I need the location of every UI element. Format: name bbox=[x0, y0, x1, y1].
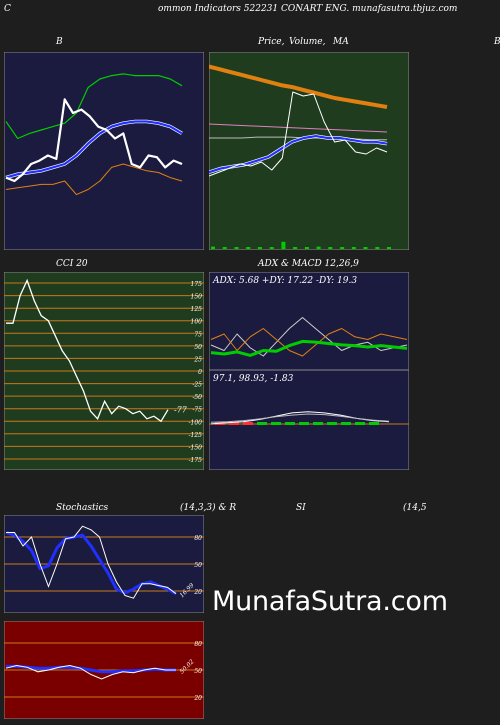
stoch-params: (14,3,3) & R bbox=[180, 503, 237, 513]
brand-watermark: MunafaSutra.com bbox=[212, 586, 448, 617]
cci-last-label: -77 bbox=[174, 406, 188, 415]
cci-tick-label: -25 bbox=[192, 382, 202, 389]
cci-tick-label: 25 bbox=[193, 356, 202, 363]
macd-hist-bar bbox=[243, 422, 253, 425]
volume-bar bbox=[304, 247, 309, 249]
price-panel bbox=[209, 52, 409, 250]
rsi-tick-label: 50 bbox=[194, 668, 202, 675]
cci-tick-label: 125 bbox=[191, 306, 203, 313]
macd-hist-bar bbox=[341, 422, 351, 425]
bb-chart bbox=[4, 52, 204, 250]
price-ma-gray-line bbox=[209, 136, 387, 141]
macd-hist-bar bbox=[257, 422, 267, 425]
rsi-title: SI bbox=[296, 503, 306, 513]
macd-hist-bar bbox=[327, 422, 337, 425]
volume-bar bbox=[222, 247, 227, 249]
adx-macd-title: ADX & MACD 12,26,9 bbox=[258, 259, 359, 269]
price-long-ma-line bbox=[209, 64, 388, 109]
stoch-tick-label: 50 bbox=[194, 562, 202, 569]
cci-line bbox=[6, 278, 169, 423]
volume-bar bbox=[234, 247, 239, 249]
bb-lower-line bbox=[5, 163, 183, 196]
volume-title: Volume, bbox=[289, 37, 326, 47]
bb-title: B bbox=[56, 37, 63, 47]
macd-hist-bar bbox=[285, 422, 295, 425]
macd-hist-bar bbox=[271, 422, 281, 425]
cci-chart: 175 150 125 100 75 50 25 0 -25 -50 -75 -100 -125 -150… bbox=[4, 272, 204, 470]
rsi-panel: 80 50 20 50.02 bbox=[4, 621, 204, 719]
adx-values: ADX: 5.68 +DY: 17.22 -DY: 19.3 bbox=[213, 276, 358, 286]
rsi-tick-label: 80 bbox=[194, 641, 202, 648]
macd-hist-bar bbox=[355, 422, 365, 425]
stoch-tick-label: 80 bbox=[194, 535, 202, 542]
price-chart bbox=[209, 52, 409, 250]
right-edge-title: B bbox=[494, 37, 500, 47]
cci-tick-label: 75 bbox=[194, 331, 202, 338]
macd-hist-bar bbox=[229, 422, 239, 425]
price-ma-pink-line bbox=[209, 123, 388, 133]
cci-tick-label: -125 bbox=[189, 432, 203, 439]
cci-tick-label: 150 bbox=[191, 294, 203, 301]
stoch-title: Stochastics bbox=[56, 503, 109, 513]
ma-title: MA bbox=[333, 37, 349, 47]
bb-price-line bbox=[5, 98, 183, 183]
adx-chart bbox=[209, 272, 409, 470]
volume-bar bbox=[269, 247, 274, 249]
volume-bar bbox=[293, 247, 298, 249]
volume-bar bbox=[363, 247, 368, 249]
rsi-white-line bbox=[5, 664, 176, 680]
macd-hist-bar bbox=[313, 422, 323, 425]
cci-tick-label: 175 bbox=[191, 281, 203, 288]
cci-tick-label: -75 bbox=[192, 407, 202, 414]
macd-signal-line bbox=[210, 413, 390, 423]
macd-hist-bar bbox=[299, 422, 309, 425]
stoch-panel: 80 50 20 16.99 bbox=[4, 515, 204, 613]
volume-bar bbox=[351, 247, 356, 249]
price-title: Price, bbox=[258, 37, 285, 47]
volume-bar bbox=[211, 246, 215, 249]
volume-bar bbox=[340, 247, 345, 249]
header-left-letter: C bbox=[4, 4, 11, 14]
adx-line bbox=[210, 339, 408, 357]
cci-tick-label: 100 bbox=[191, 319, 203, 326]
cci-tick-label: -150 bbox=[189, 444, 203, 451]
bb-upper-line bbox=[5, 73, 183, 140]
rsi-tick-label: 20 bbox=[193, 695, 202, 702]
bb-middle-line bbox=[5, 120, 183, 179]
price-ma-blue-line bbox=[209, 134, 388, 174]
stoch-white-line bbox=[6, 525, 177, 599]
cci-tick-label: -175 bbox=[189, 457, 203, 464]
stoch-blue-line bbox=[5, 531, 177, 596]
volume-bar bbox=[375, 247, 380, 249]
cci-panel: 175 150 125 100 75 50 25 0 -25 -50 -75 -100 -125 -150… bbox=[4, 272, 204, 470]
adx-panel bbox=[209, 272, 409, 470]
price-close-line bbox=[209, 91, 388, 177]
macd-values: 97.1, 98.93, -1.83 bbox=[213, 374, 294, 384]
rsi-params: (14,5 bbox=[403, 503, 427, 513]
bb-panel bbox=[4, 52, 204, 250]
cci-tick-label: -50 bbox=[192, 394, 202, 401]
cci-title: CCI 20 bbox=[56, 259, 88, 269]
volume-bar bbox=[257, 247, 262, 249]
cci-tick-label: 50 bbox=[194, 344, 202, 351]
page-title: ommon Indicators 522231 CONART ENG. muna… bbox=[158, 4, 458, 14]
cci-tick-label: 0 bbox=[198, 369, 202, 376]
stoch-tick-label: 20 bbox=[193, 589, 202, 596]
volume-bar bbox=[316, 246, 321, 249]
volume-bar bbox=[328, 247, 333, 249]
volume-bar bbox=[246, 247, 251, 249]
volume-bar bbox=[387, 247, 391, 249]
cci-tick-label: -100 bbox=[189, 419, 203, 426]
volume-bar bbox=[281, 241, 286, 249]
macd-hist-bar bbox=[369, 422, 379, 425]
adx-minus-di-line bbox=[210, 328, 408, 357]
